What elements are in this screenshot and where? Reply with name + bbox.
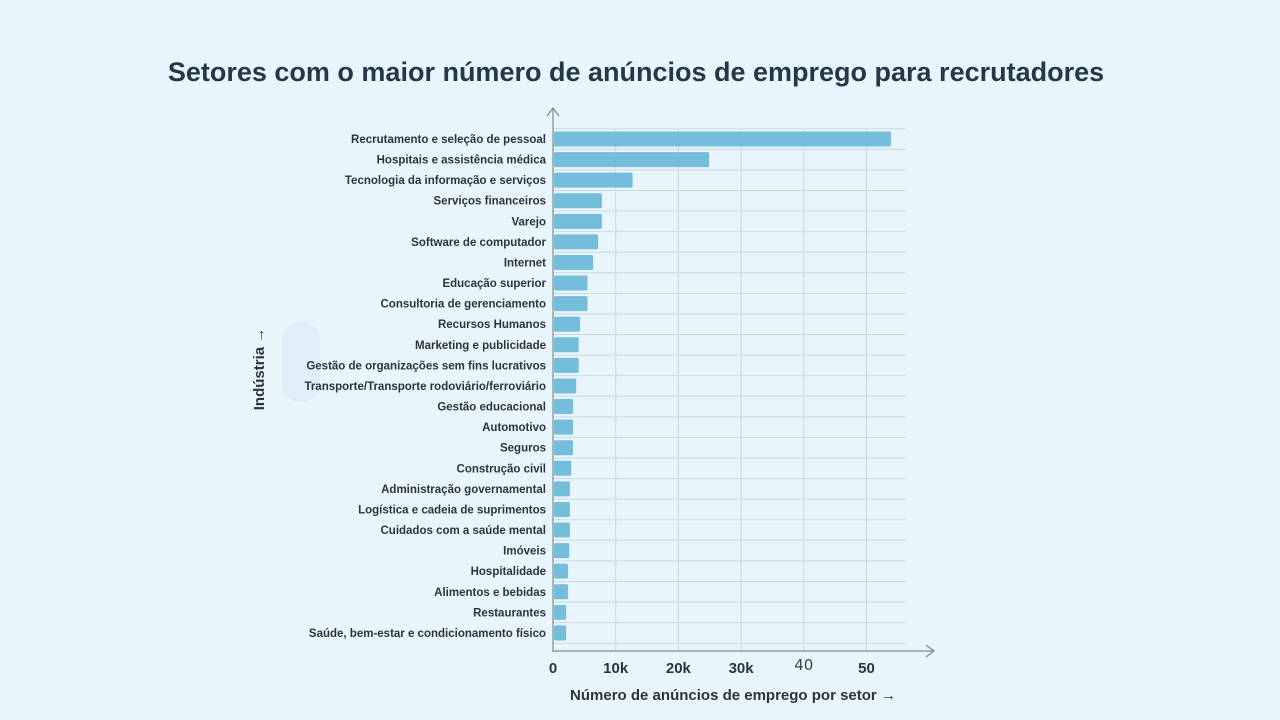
bar (554, 481, 570, 497)
x-tick-label: 10k (603, 660, 629, 677)
category-label: Consultoria de gerenciamento (380, 299, 546, 311)
category-label: Seguros (500, 443, 546, 455)
x-tick-label: 40 (794, 656, 813, 674)
category-label: Recrutamento e seleção de pessoal (351, 134, 546, 146)
bar (554, 604, 567, 620)
category-label: Internet (504, 257, 546, 269)
bar (554, 543, 570, 559)
grid (553, 128, 905, 651)
category-label: Recursos Humanos (438, 319, 546, 331)
category-label: Varejo (511, 216, 546, 228)
category-label: Logística e cadeia de suprimentos (358, 504, 546, 516)
category-labels: Recrutamento e seleção de pessoal Hospita… (304, 134, 546, 640)
bar (554, 213, 602, 229)
axes (546, 107, 935, 658)
category-label: Tecnologia da informação e serviços (345, 175, 546, 187)
bar (554, 254, 594, 270)
category-label: Gestão de organizações sem fins lucrativ… (306, 360, 546, 372)
category-label: Cuidados com a saúde mental (380, 525, 546, 537)
bar (554, 337, 579, 353)
y-axis-label: Indústria → (251, 328, 268, 411)
bar (554, 419, 574, 435)
bar (554, 399, 574, 415)
category-label: Imóveis (503, 546, 546, 558)
category-label: Gestão educacional (437, 402, 546, 414)
x-tick-label: 50 (858, 660, 875, 677)
bar (554, 152, 710, 168)
category-label: Software de computador (411, 237, 546, 249)
category-label: Administração governamental (381, 484, 546, 496)
x-axis-label: Número de anúncios de emprego por setor … (570, 687, 896, 704)
bar (554, 378, 577, 394)
chart-title: Setores com o maior número de anúncios d… (168, 57, 1104, 87)
bar (554, 625, 567, 641)
x-tick-labels: 0 10k 20k 30k 40 50 (549, 656, 875, 677)
bar (554, 275, 588, 291)
category-label: Construção civil (457, 463, 546, 475)
x-tick-label: 0 (549, 660, 557, 677)
bar (554, 563, 569, 579)
category-label: Transporte/Transporte rodoviário/ferrovi… (304, 381, 546, 393)
category-label: Alimentos e bebidas (434, 587, 546, 599)
category-label: Restaurantes (473, 607, 546, 619)
category-label: Saúde, bem-estar e condicionamento físic… (309, 628, 546, 640)
bar (554, 440, 574, 456)
category-label: Automotivo (482, 422, 546, 434)
bar (554, 584, 569, 600)
ylabel-highlight (282, 322, 320, 402)
bar (554, 316, 580, 332)
bar (554, 522, 570, 538)
x-axis-arrow-icon (925, 644, 935, 658)
bar (554, 460, 572, 476)
bar (554, 131, 891, 147)
bar (554, 357, 579, 373)
category-label: Educação superior (442, 278, 546, 290)
bar (554, 172, 633, 188)
category-label: Marketing e publicidade (415, 340, 546, 352)
bar (554, 234, 599, 250)
category-label: Hospitalidade (471, 566, 546, 578)
bars (554, 131, 891, 641)
bar (554, 193, 602, 209)
y-axis-arrow-icon (546, 107, 560, 117)
bar (554, 501, 570, 517)
category-label: Serviços financeiros (434, 196, 547, 208)
x-tick-label: 20k (666, 660, 692, 677)
x-tick-label: 30k (729, 660, 755, 677)
category-label: Hospitais e assistência médica (377, 155, 547, 167)
bar (554, 296, 588, 312)
